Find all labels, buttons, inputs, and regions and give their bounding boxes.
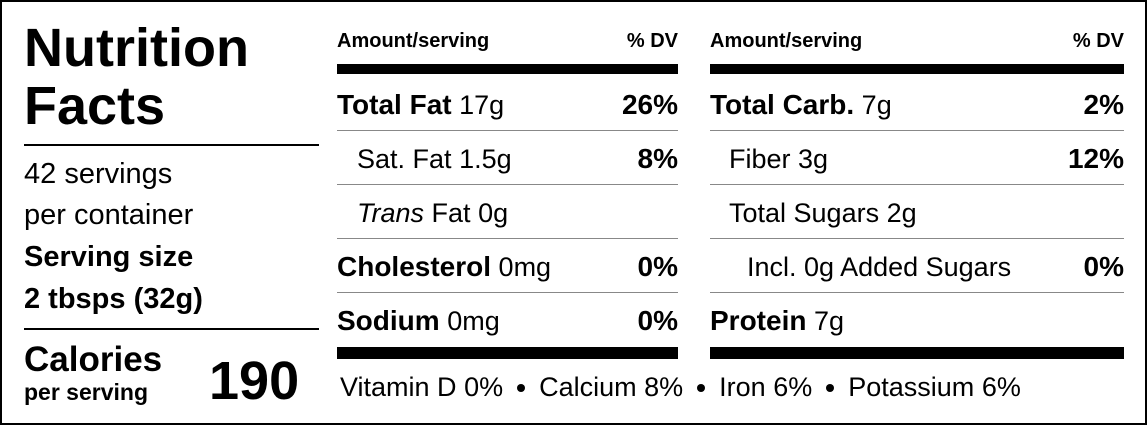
column-header: Amount/serving % DV bbox=[337, 30, 678, 53]
separator-dot bbox=[517, 383, 526, 392]
serving-size: 2 tbsps (32g) bbox=[24, 283, 203, 315]
nutrient-amount: 2g bbox=[886, 197, 917, 228]
nutrient-name: Cholesterol bbox=[337, 251, 492, 282]
row-divider bbox=[710, 184, 1124, 185]
nutrient-amount: 1.5g bbox=[459, 143, 512, 174]
serving-size: Serving size bbox=[24, 241, 194, 273]
vitamins: Vitamin D 0% Calcium 8% Iron 6% Potassium 6… bbox=[340, 372, 1021, 403]
daily-value: 26% bbox=[621, 89, 678, 120]
daily-value: 0% bbox=[1083, 251, 1124, 282]
thick-bar bbox=[337, 347, 678, 359]
nutrient-row: Total Sugars 2g bbox=[729, 186, 1124, 240]
header-text: % DV bbox=[1072, 30, 1124, 52]
nutrient: Protein 7g bbox=[710, 305, 844, 337]
daily-value: 0% bbox=[637, 305, 678, 336]
separator-dot bbox=[697, 383, 706, 392]
row-divider bbox=[710, 130, 1124, 131]
vitamin-name: Vitamin D bbox=[340, 372, 457, 402]
vitamin-value: 6% bbox=[773, 372, 813, 402]
servings: per container bbox=[24, 199, 194, 231]
row-divider bbox=[337, 130, 678, 131]
nutrient-name: Total Fat bbox=[337, 89, 452, 120]
nutrient-row: Protein 7g bbox=[710, 294, 1124, 348]
nutrient-row: Incl. 0g Added Sugars 0% bbox=[747, 240, 1124, 294]
divider bbox=[24, 328, 319, 330]
column-header: Amount/serving % DV bbox=[710, 30, 1124, 53]
nutrient-name: Trans bbox=[357, 197, 425, 228]
nutrient: Sodium 0mg bbox=[337, 305, 500, 337]
daily-value: 8% bbox=[637, 143, 678, 174]
row-divider bbox=[710, 238, 1124, 239]
nutrient-row: Trans Fat 0g bbox=[357, 186, 678, 240]
daily-value: 2% bbox=[1083, 89, 1124, 120]
calories-label: Calories bbox=[24, 340, 163, 379]
nutrient-amount: 0g bbox=[478, 197, 509, 228]
nutrient-row: Sat. Fat 1.5g 8% bbox=[357, 132, 678, 186]
vitamin-value: 8% bbox=[644, 372, 684, 402]
nutrient-name: Sodium bbox=[337, 305, 440, 336]
nutrient-row: Fiber 3g 12% bbox=[729, 132, 1124, 186]
daily-value: 0% bbox=[637, 251, 678, 282]
nutrient: Fiber 3g bbox=[729, 144, 828, 175]
nutrient-name: Fat bbox=[431, 197, 471, 228]
nutrient-name: Total Sugars bbox=[729, 197, 880, 228]
nutrient-row: Sodium 0mg 0% bbox=[337, 294, 678, 348]
vitamin: Potassium 6% bbox=[848, 372, 1021, 403]
daily-value: 12% bbox=[1067, 143, 1124, 174]
vitamin-name: Calcium bbox=[539, 372, 637, 402]
nutrient: Cholesterol 0mg bbox=[337, 251, 551, 283]
thick-bar bbox=[710, 64, 1124, 74]
thick-bar bbox=[337, 64, 678, 74]
separator-dot bbox=[826, 383, 835, 392]
header-text: Amount/serving bbox=[710, 30, 863, 52]
nutrient-row: Cholesterol 0mg 0% bbox=[337, 240, 678, 294]
nutrient-amount: 7g bbox=[813, 306, 845, 336]
nutrient-amount: 17g bbox=[459, 90, 505, 120]
row-divider bbox=[337, 238, 678, 239]
row-divider bbox=[710, 292, 1124, 293]
vitamin-name: Iron bbox=[719, 372, 766, 402]
vitamin: Vitamin D 0% bbox=[340, 372, 503, 403]
vitamin-value: 6% bbox=[981, 372, 1021, 402]
nutrient-row: Total Fat 17g 26% bbox=[337, 78, 678, 132]
vitamin: Iron 6% bbox=[719, 372, 812, 403]
nutrient-name: Total Carb. bbox=[710, 89, 855, 120]
vitamin: Calcium 8% bbox=[539, 372, 683, 403]
calories-sublabel: per serving bbox=[24, 379, 148, 405]
row-divider bbox=[337, 292, 678, 293]
title: Nutrition bbox=[24, 18, 249, 78]
divider bbox=[24, 144, 319, 146]
nutrient: Total Carb. 7g bbox=[710, 89, 892, 121]
nutrient-amount: 7g bbox=[861, 90, 892, 120]
row-divider bbox=[337, 184, 678, 185]
title: Facts bbox=[24, 76, 166, 136]
nutrient-amount: 0mg bbox=[498, 252, 552, 282]
nutrient-amount: 3g bbox=[798, 143, 829, 174]
nutrient-name: Fiber bbox=[729, 143, 791, 174]
nutrient: Trans Fat 0g bbox=[357, 198, 508, 229]
nutrient-name: Protein bbox=[710, 305, 807, 336]
nutrient-name: Sat. Fat bbox=[357, 143, 452, 174]
nutrient: Total Sugars 2g bbox=[729, 198, 917, 229]
vitamin-name: Potassium bbox=[848, 372, 975, 402]
header-text: Amount/serving bbox=[337, 30, 490, 52]
nutrient-amount: 0mg bbox=[447, 306, 500, 336]
calories-value: 190 bbox=[209, 351, 300, 411]
nutrient: Total Fat 17g bbox=[337, 89, 504, 121]
nutrient: Sat. Fat 1.5g bbox=[357, 144, 512, 175]
thick-bar bbox=[710, 347, 1124, 359]
nutrient: Incl. 0g Added Sugars bbox=[747, 252, 1011, 283]
nutrient-row: Total Carb. 7g 2% bbox=[710, 78, 1124, 132]
header-text: % DV bbox=[626, 30, 678, 52]
vitamin-value: 0% bbox=[464, 372, 504, 402]
servings: 42 servings bbox=[24, 158, 173, 190]
nutrient-name: Incl. 0g Added Sugars bbox=[747, 251, 1012, 282]
